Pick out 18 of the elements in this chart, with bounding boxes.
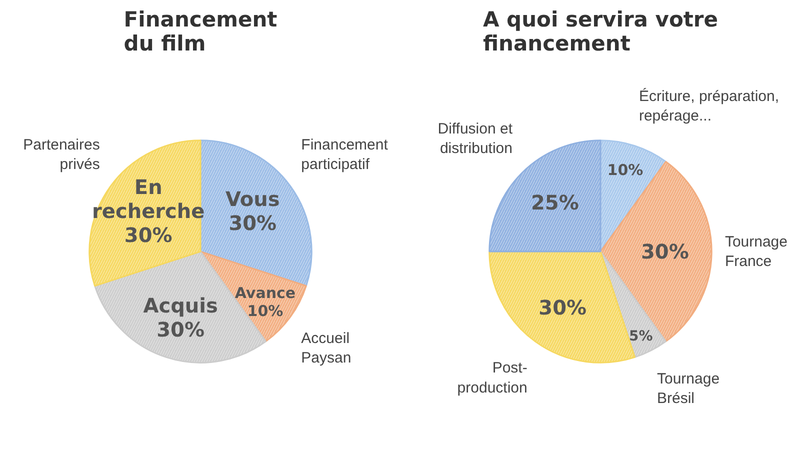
slice-label: Tournage Brésil (656, 370, 720, 408)
slice-label: Post- production (457, 360, 528, 396)
data-label: 30% (538, 296, 587, 320)
slice-label: Diffusion et distribution (438, 120, 514, 157)
chart-title: A quoi servira votre financement (482, 8, 718, 56)
slice-label: Écriture, préparation, repérage... (638, 86, 780, 124)
data-label: Vous 30% (226, 186, 280, 235)
slice-label: Accueil Paysan (301, 330, 352, 367)
data-label: 10% (607, 160, 644, 179)
slice-label: Partenaires privés (23, 136, 100, 173)
data-label: 5% (628, 328, 653, 345)
data-label: 25% (530, 190, 579, 215)
data-label: Acquis 30% (143, 293, 218, 342)
chart-title: Financement du film (124, 8, 278, 56)
slice-label: Financement participatif (301, 136, 389, 173)
data-label: Avance 10% (234, 284, 296, 320)
slice-label: Tournage France (724, 233, 788, 270)
data-label: 30% (641, 240, 689, 264)
